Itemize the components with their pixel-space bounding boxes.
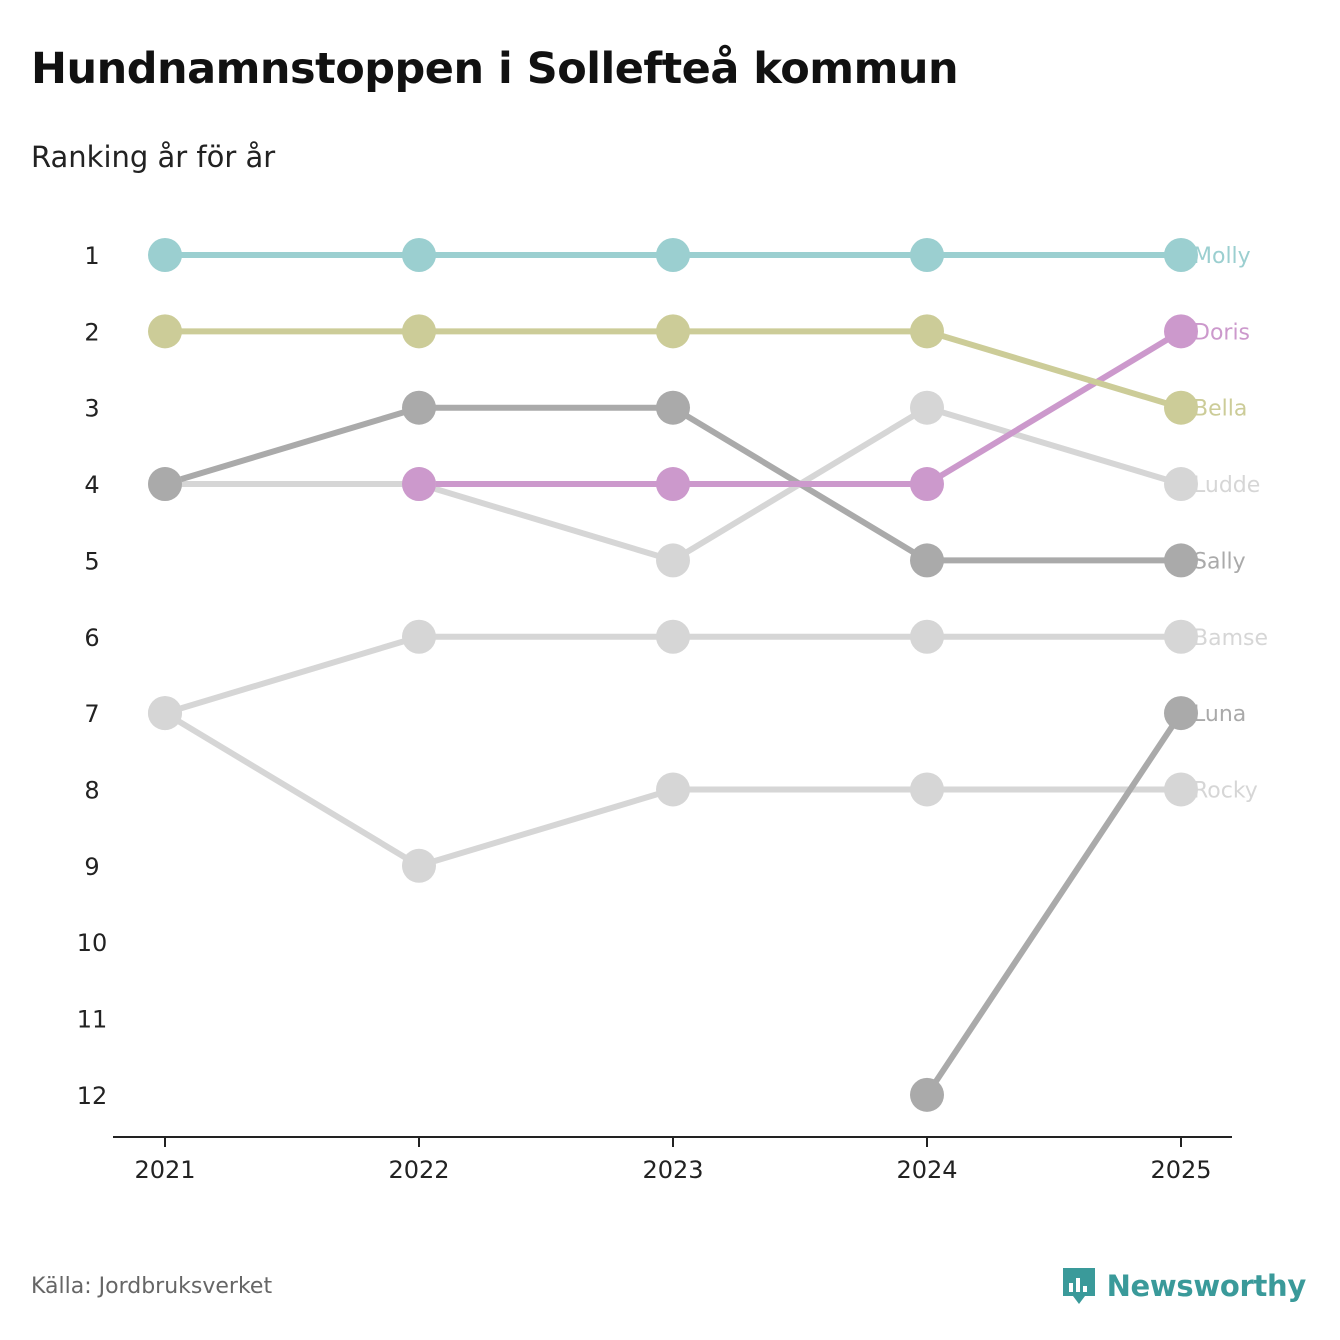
point-molly-2022 [402, 238, 436, 272]
series-line-doris [416, 328, 1184, 488]
brand-logo: Newsworthy [1061, 1266, 1306, 1306]
point-bella-2025 [1164, 390, 1198, 425]
series-label-ludde: Ludde [1193, 473, 1260, 498]
series-label-bella: Bella [1193, 397, 1247, 422]
y-tick-label: 2 [84, 318, 99, 346]
x-tick-label: 2025 [1150, 1156, 1211, 1184]
point-bella-2021 [148, 314, 182, 349]
y-tick-label: 12 [77, 1082, 108, 1110]
point-doris-2022 [402, 467, 436, 502]
y-tick-label: 1 [84, 242, 99, 270]
point-bamse-2025 [1164, 619, 1198, 654]
point-sally-2022 [402, 390, 436, 425]
point-luna-2024 [910, 1077, 944, 1112]
point-rocky-2023 [656, 772, 690, 807]
point-doris-2023 [656, 467, 690, 502]
point-sally-2025 [1164, 543, 1198, 578]
point-ludde-2023 [656, 543, 690, 578]
chart-subtitle: Ranking år för år [31, 140, 276, 174]
series-labels: Rocky Bamse Ludde Luna Sally Doris Bella Molly [1193, 244, 1268, 803]
point-molly-2021 [148, 238, 182, 272]
y-tick-label: 3 [84, 395, 99, 423]
y-tick-label: 6 [84, 624, 99, 652]
point-rocky-2024 [910, 772, 944, 807]
point-bamse-2024 [910, 619, 944, 654]
series-points [148, 238, 1198, 1112]
y-tick-label: 7 [84, 700, 99, 728]
point-luna-2025 [1164, 696, 1198, 731]
series-label-doris: Doris [1193, 320, 1250, 345]
y-tick-label: 10 [77, 929, 108, 957]
brand-name: Newsworthy [1106, 1269, 1307, 1303]
x-tick-label: 2021 [134, 1156, 195, 1184]
series-label-bamse: Bamse [1193, 626, 1268, 651]
series-label-sally: Sally [1193, 549, 1246, 574]
newsworthy-icon [1062, 1268, 1095, 1304]
point-bella-2023 [656, 314, 690, 349]
series-label-molly: Molly [1193, 244, 1251, 269]
y-tick-label: 9 [84, 853, 99, 881]
point-bamse-2022 [402, 619, 436, 654]
point-doris-2024 [910, 467, 944, 502]
point-bamse-2023 [656, 619, 690, 654]
series-line-luna [924, 710, 1184, 1098]
series-lines [162, 252, 1184, 1098]
point-bella-2024 [910, 314, 944, 349]
x-tick-label: 2023 [642, 1156, 703, 1184]
point-doris-2025 [1164, 314, 1198, 349]
x-tick-label: 2022 [388, 1156, 449, 1184]
y-tick-label: 4 [84, 471, 99, 499]
point-sally-2021 [148, 467, 182, 502]
point-rocky-2025 [1164, 772, 1198, 807]
source-note: Källa: Jordbruksverket [31, 1274, 273, 1299]
y-tick-label: 5 [84, 547, 99, 575]
point-bamse-2021 [148, 696, 182, 731]
chart-title: Hundnamnstoppen i Sollefteå kommun [31, 44, 959, 94]
x-axis: 2021 2022 2023 2024 2025 [113, 1136, 1232, 1184]
y-tick-label: 11 [77, 1006, 108, 1034]
series-label-rocky: Rocky [1193, 778, 1258, 803]
point-sally-2024 [910, 543, 944, 578]
series-label-luna: Luna [1193, 702, 1246, 727]
point-ludde-2025 [1164, 467, 1198, 502]
point-ludde-2024 [910, 390, 944, 425]
point-rocky-2022 [402, 848, 436, 883]
x-tick-label: 2024 [896, 1156, 957, 1184]
point-molly-2025 [1164, 238, 1198, 272]
point-molly-2024 [910, 238, 944, 272]
point-sally-2023 [656, 390, 690, 425]
point-molly-2023 [656, 238, 690, 272]
y-tick-label: 8 [84, 776, 99, 804]
point-bella-2022 [402, 314, 436, 349]
